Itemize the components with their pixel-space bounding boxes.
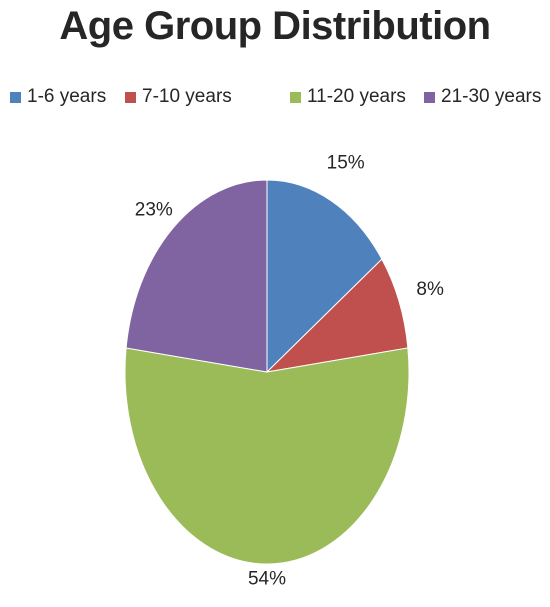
slice-label-7-10-years: 8% bbox=[416, 279, 444, 300]
legend-item-1-6-years: 1-6 years bbox=[10, 86, 106, 108]
pie-slice-1-6-years bbox=[266, 179, 383, 374]
legend-swatch bbox=[10, 91, 21, 103]
pie-slice-7-10-years bbox=[265, 258, 409, 373]
slice-label-11-20-years: 54% bbox=[248, 569, 286, 590]
pie-labels: 15% 8% 54% 23% bbox=[135, 152, 444, 589]
legend-item-11-20-years: 11-20 years bbox=[290, 86, 406, 108]
legend-swatch bbox=[290, 91, 301, 103]
legend-label: 21-30 years bbox=[441, 86, 542, 107]
legend-label: 1-6 years bbox=[27, 86, 107, 107]
legend-label: 7-10 years bbox=[142, 86, 232, 107]
slice-label-21-30-years: 23% bbox=[135, 200, 173, 221]
legend-swatch bbox=[424, 91, 435, 103]
slice-label-1-6-years: 15% bbox=[327, 152, 365, 173]
legend-item-7-10-years: 7-10 years bbox=[125, 86, 232, 108]
legend-item-21-30-years: 21-30 years bbox=[424, 86, 541, 108]
legend-swatch bbox=[125, 91, 136, 103]
pie-slice-21-30-years bbox=[125, 179, 268, 373]
pie-slices bbox=[124, 179, 410, 565]
legend: 1-6 years 7-10 years 11-20 years 21-30 y… bbox=[0, 86, 550, 112]
pie-slice-11-20-years bbox=[124, 347, 410, 565]
chart-title: Age Group Distribution bbox=[59, 4, 491, 48]
legend-label: 11-20 years bbox=[307, 86, 406, 107]
